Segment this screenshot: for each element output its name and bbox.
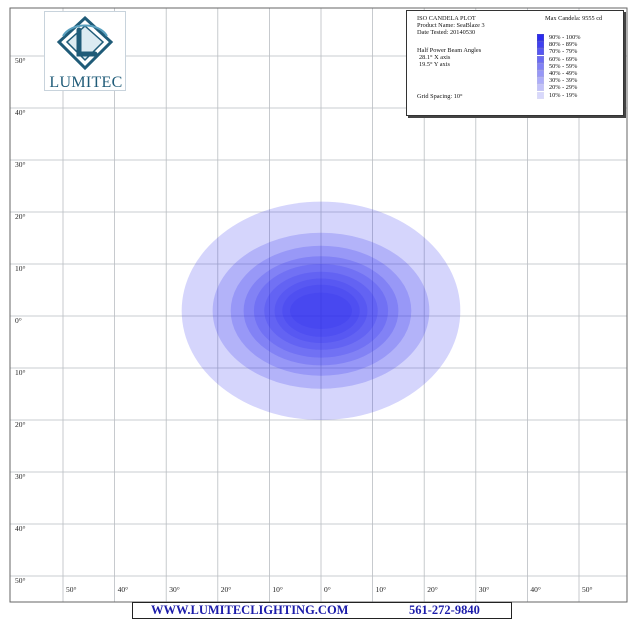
y-axis-angle: 19.5° Y axis [419, 61, 450, 68]
y-tick-label: 30° [15, 472, 26, 481]
contour-60-69 [264, 271, 378, 350]
legend-label: 70% - 79% [549, 48, 578, 56]
x-tick-label: 30° [479, 585, 490, 594]
contour-20-29 [212, 232, 430, 389]
x-tick-label: 10° [272, 585, 283, 594]
y-tick-label: 10° [15, 368, 26, 377]
legend-entry: 70% - 79% [537, 48, 578, 56]
legend-entry: 60% - 69% [537, 55, 578, 63]
y-tick-label: 40° [15, 108, 26, 117]
y-tick-label: 0° [15, 316, 22, 325]
legend-label: 60% - 69% [549, 55, 578, 63]
lumitec-logo: LUMITEC [44, 11, 126, 91]
legend-swatch [537, 55, 544, 63]
legend-label: 80% - 89% [549, 41, 578, 49]
legend-swatch [537, 91, 544, 99]
plot-title: ISO CANDELA PLOT [417, 15, 476, 22]
product-name: Product Name: SeaBlaze 3 [417, 22, 485, 29]
legend-label: 90% - 100% [549, 33, 581, 41]
y-tick-label: 20° [15, 420, 26, 429]
contour-90-100 [290, 292, 352, 329]
max-candela: Max Candela: 9555 cd [545, 15, 603, 22]
contour-10-19 [181, 201, 461, 420]
y-tick-label: 30° [15, 160, 26, 169]
legend-swatch [537, 48, 544, 56]
y-tick-label: 50° [15, 576, 26, 585]
y-tick-label: 50° [15, 56, 26, 65]
x-tick-label: 40° [118, 585, 129, 594]
legend-label: 20% - 29% [549, 84, 578, 92]
contour-layer [181, 201, 461, 420]
legend-box: ISO CANDELA PLOT Max Candela: 9555 cd Pr… [406, 10, 624, 116]
legend-swatch [537, 62, 544, 70]
contour-30-39 [230, 245, 412, 376]
legend-swatch [537, 70, 544, 77]
x-tick-label: 0° [324, 585, 331, 594]
x-tick-label: 10° [376, 585, 387, 594]
legend-swatch [537, 34, 544, 41]
legend-entry: 40% - 49% [537, 70, 577, 77]
legend-label: 40% - 49% [549, 69, 578, 77]
x-tick-label: 20° [221, 585, 232, 594]
legend-label: 50% - 59% [549, 62, 578, 70]
y-tick-label: 40° [15, 524, 26, 533]
contour-40-49 [243, 256, 399, 366]
contour-50-59 [253, 264, 389, 358]
logo-emblem-icon [56, 15, 114, 71]
x-tick-label: 50° [66, 585, 77, 594]
legend-entry: 30% - 39% [537, 77, 578, 85]
legend-entry: 20% - 29% [537, 84, 578, 92]
x-tick-label: 20° [427, 585, 438, 594]
date-tested: Date Tested: 20140530 [417, 29, 476, 36]
legend-entry: 80% - 89% [537, 41, 578, 49]
contour-70-79 [274, 278, 368, 344]
x-axis-angle: 28.1° X axis [419, 54, 451, 61]
legend-swatch [537, 77, 544, 85]
logo-text: LUMITEC [49, 74, 123, 91]
legend-swatch [537, 41, 544, 49]
legend-swatch [537, 84, 544, 92]
x-tick-label: 40° [530, 585, 541, 594]
x-tick-label: 50° [582, 585, 593, 594]
legend-entry: 10% - 19% [537, 91, 578, 99]
legend-entry: 50% - 59% [537, 62, 578, 70]
x-tick-label: 30° [169, 585, 180, 594]
x-tick-labels: 50° 40° 30° 20° 10° 0° 10° 20° 30° 40° 50° [66, 585, 593, 594]
y-tick-label: 10° [15, 264, 26, 273]
contour-80-89 [282, 284, 360, 337]
legend-label: 10% - 19% [549, 91, 578, 99]
y-tick-labels: 50° 40° 30° 20° 10° 0° 10° 20° 30° 40° 50° [15, 56, 26, 585]
website-url: WWW.LUMITECLIGHTING.COM [151, 603, 349, 617]
legend-label: 30% - 39% [549, 77, 578, 85]
phone-number: 561-272-9840 [409, 603, 480, 617]
y-tick-label: 20° [15, 212, 26, 221]
beam-angles-heading: Half Power Beam Angles [417, 47, 482, 54]
grid-spacing: Grid Spacing: 10° [417, 93, 463, 100]
footer-banner: WWW.LUMITECLIGHTING.COM 561-272-9840 [132, 602, 512, 619]
legend-entry: 90% - 100% [537, 34, 580, 41]
